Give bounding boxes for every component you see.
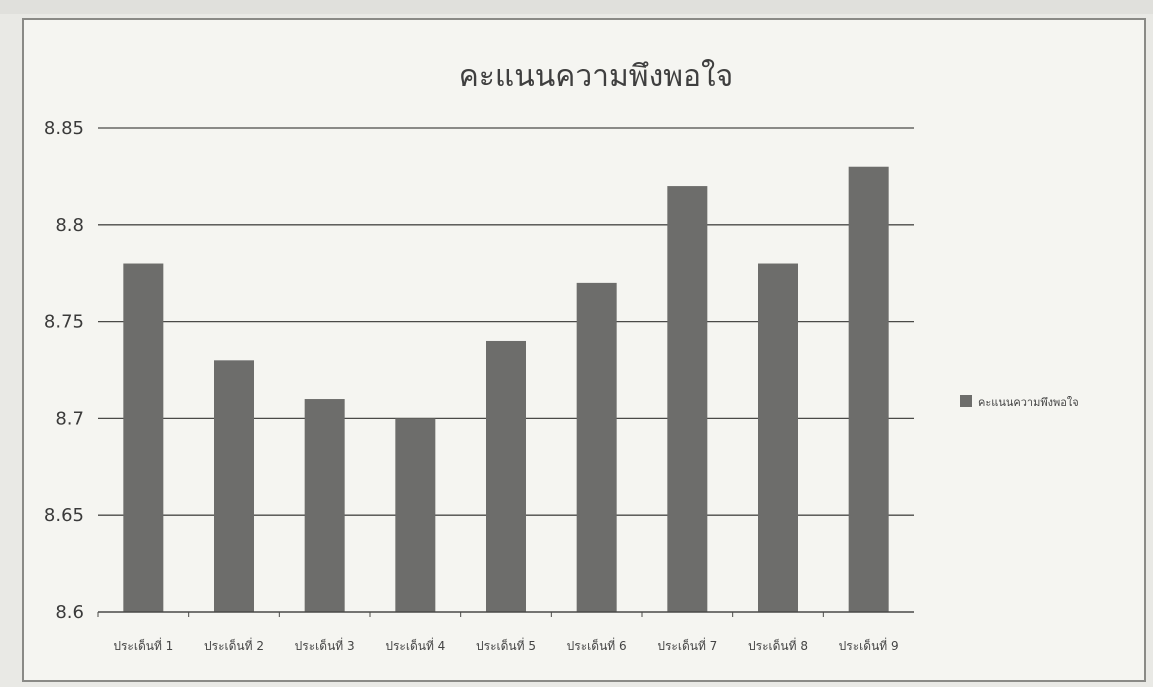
bar [123,263,164,612]
bar [758,263,798,612]
chart-title: คะแนนความพึงพอใจ [459,59,734,94]
y-tick-label: 8.75 [44,312,84,333]
x-tick-label: ประเด็นที่ 7 [657,637,717,653]
page-header-strip [0,0,1153,14]
legend: คะแนนความพึงพอใจ [960,395,1079,409]
y-tick-label: 8.8 [55,215,84,236]
x-tick-label: ประเด็นที่ 1 [113,637,173,653]
bar [576,282,617,612]
x-tick-label: ประเด็นที่ 6 [567,637,627,653]
y-tick-label: 8.7 [55,408,84,429]
x-tick-label: ประเด็นที่ 3 [295,637,355,653]
y-tick-label: 8.85 [44,118,84,139]
x-tick-label: ประเด็นที่ 5 [476,637,536,653]
bar [848,166,889,612]
y-tick-label: 8.6 [55,602,84,623]
bar [667,186,708,612]
legend-swatch [960,395,972,407]
bar [395,418,436,612]
x-tick-label: ประเด็นที่ 9 [839,637,899,653]
legend-label: คะแนนความพึงพอใจ [978,396,1079,409]
y-tick-label: 8.65 [44,505,84,526]
x-tick-label: ประเด็นที่ 4 [385,637,445,653]
x-tick-label: ประเด็นที่ 8 [748,637,808,653]
bars [123,166,889,612]
x-tick-label: ประเด็นที่ 2 [204,637,264,653]
bar [304,399,345,612]
x-axis-tick-labels: ประเด็นที่ 1 ประเด็นที่ 2 ประเด็นที่ 3 ประเ… [97,612,899,653]
bar [486,340,526,612]
bar [214,360,254,612]
y-axis-tick-labels: 8.6 8.65 8.7 8.75 8.8 8.85 [44,118,84,623]
